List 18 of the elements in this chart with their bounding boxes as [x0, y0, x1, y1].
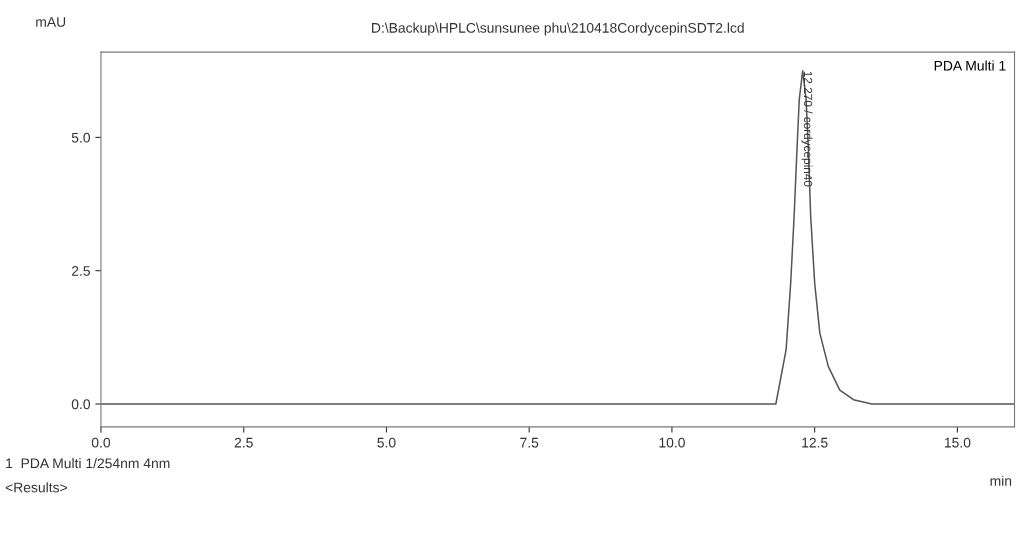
line-series	[100, 69, 1015, 405]
text: 1 PDA Multi 1/254nm 4nm	[6, 458, 170, 469]
y-axis-title: mAU	[36, 17, 66, 27]
y-tick-label: 2.5	[71, 266, 90, 276]
chart-title: D:\Backup\HPLC\sunsunee phu\210418CordycepinSDT2.lcd	[372, 22, 744, 36]
y-tick-label: 0.0	[71, 399, 91, 410]
x-tick-label: 7.5	[520, 437, 539, 448]
x-axis-title: min	[990, 475, 1012, 486]
x-tick-label: 5.0	[377, 437, 396, 448]
y-tick-label: 5.0	[71, 132, 91, 143]
text: <Results>	[5, 482, 67, 493]
annotation: 12.270 / cordycepin40	[801, 71, 813, 187]
x-tick-label: 12.5	[802, 437, 828, 448]
x-tick-label: 10.0	[659, 437, 685, 448]
x-tick-label: 2.5	[234, 437, 253, 448]
x-tick-label: 0.0	[91, 437, 111, 448]
x-tick-label: 15.0	[944, 437, 971, 448]
text: PDA Multi 1	[934, 60, 1006, 71]
